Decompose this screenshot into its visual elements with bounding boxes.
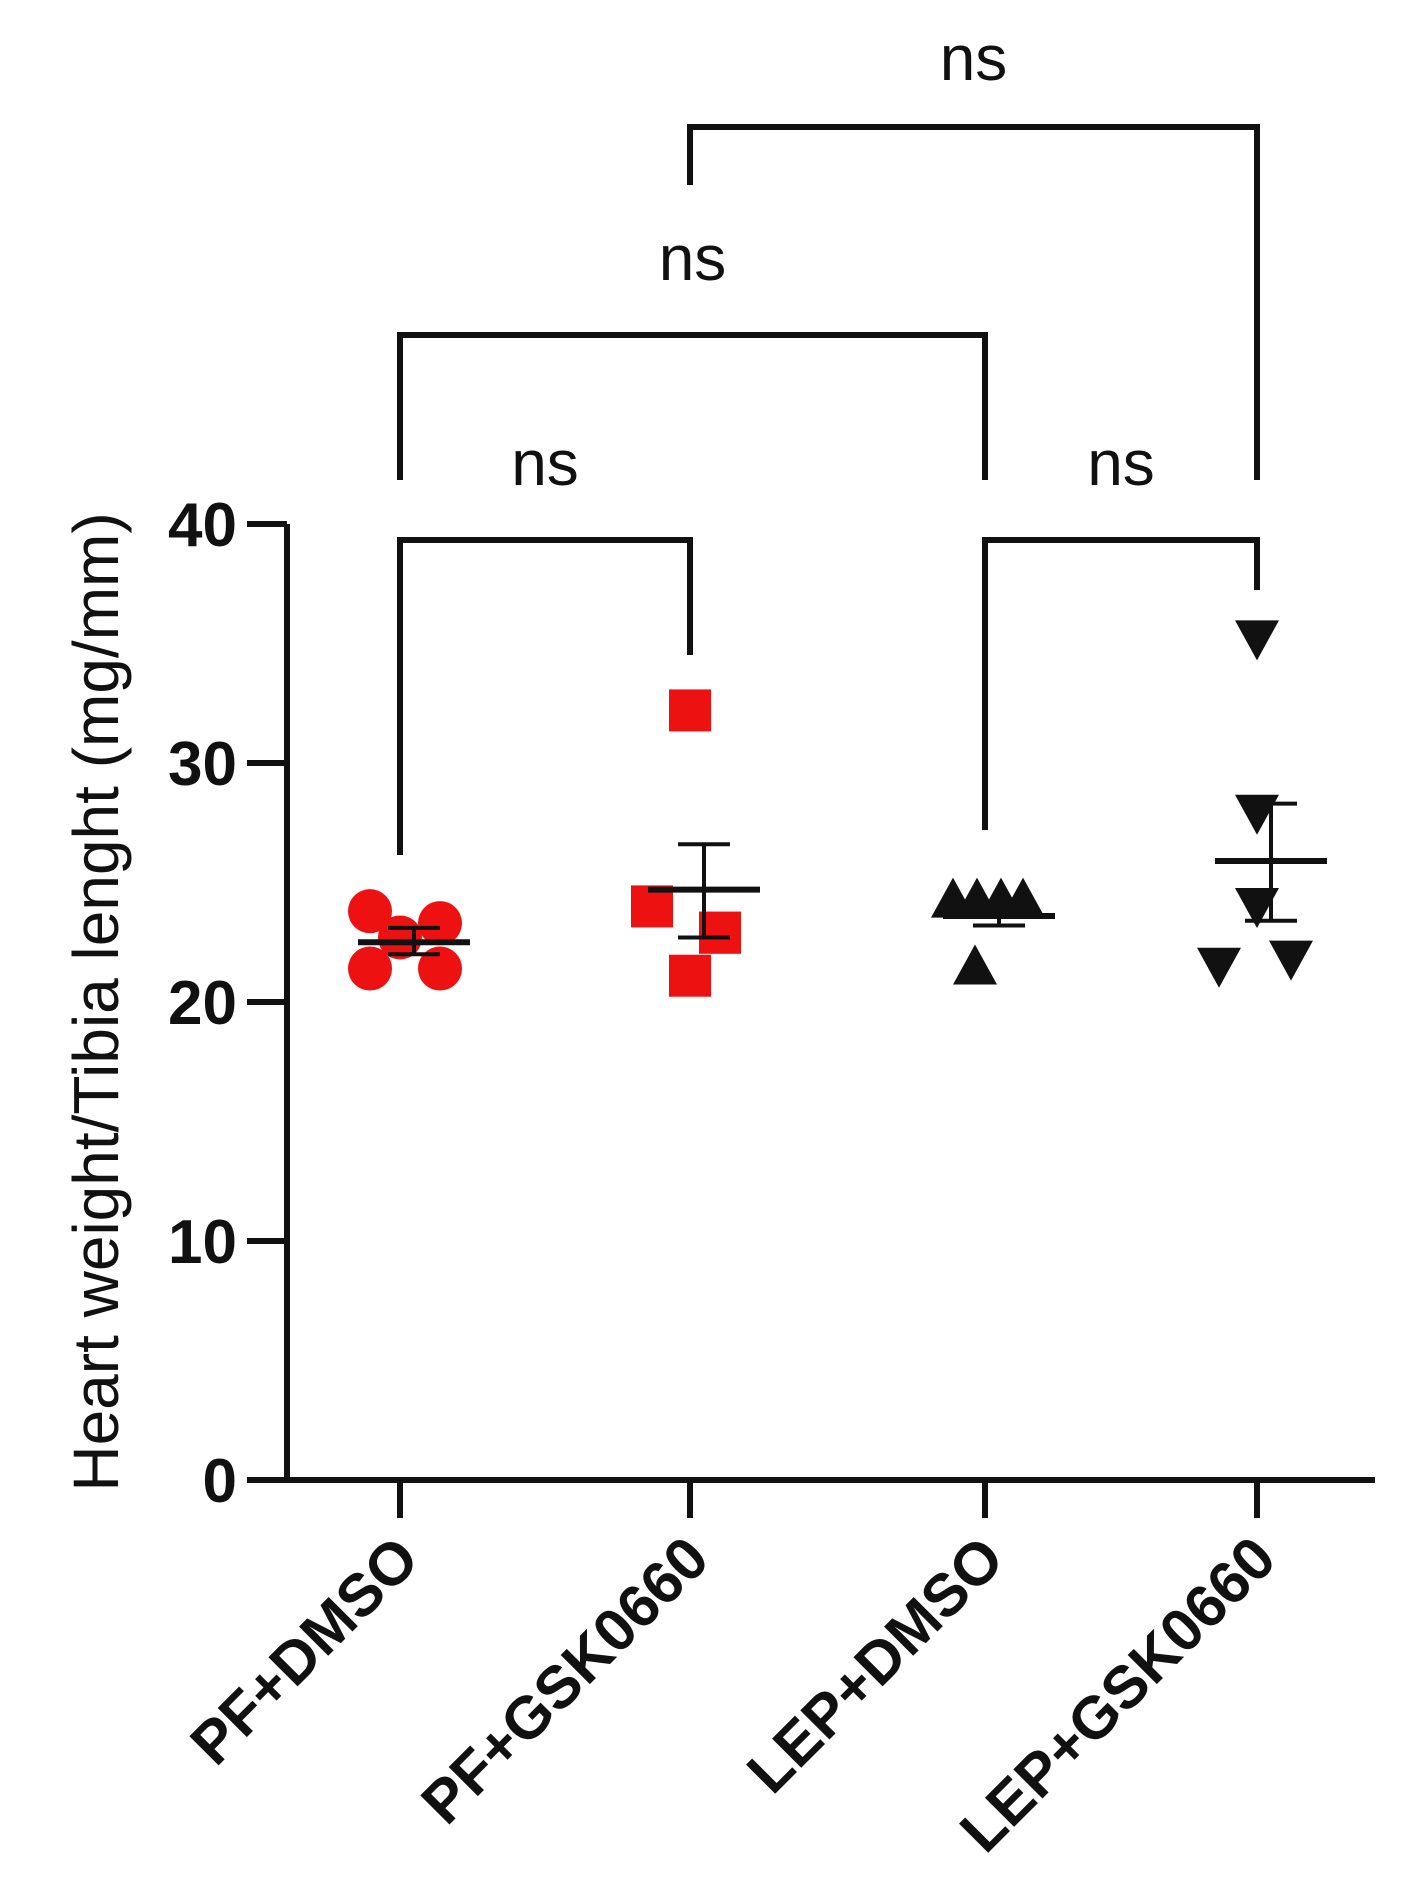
data-point (669, 689, 711, 732)
x-category-label: LEP+DMSO (734, 1524, 1016, 1806)
significance-brackets: ns ns ns ns (397, 22, 1260, 855)
y-tick-label: 20 (168, 969, 237, 1038)
data-point (1235, 620, 1279, 661)
data-point (669, 954, 711, 997)
data-point (418, 901, 462, 946)
y-tick-label: 40 (168, 491, 237, 560)
axes (284, 524, 1375, 1518)
y-axis-title: Heart weight/Tibia lenght (mg/mm) (60, 512, 132, 1491)
significance-label: ns (1087, 427, 1155, 499)
y-ticks: 0 10 20 30 40 (168, 491, 287, 1516)
x-category-label: PF+DMSO (178, 1524, 432, 1778)
data-point (1001, 877, 1045, 918)
comparison-bracket (397, 537, 693, 855)
data-points (348, 620, 1313, 997)
comparison-bracket (397, 332, 988, 480)
data-point (348, 889, 392, 934)
significance-label: ns (659, 222, 727, 294)
significance-label: ns (511, 427, 579, 499)
data-point (1235, 888, 1279, 929)
significance-label: ns (940, 22, 1008, 94)
data-point (348, 946, 392, 991)
x-category-label: PF+GSK0660 (408, 1524, 721, 1837)
data-point (1197, 947, 1241, 988)
data-point (953, 944, 997, 985)
comparison-bracket (687, 124, 1260, 480)
y-tick-label: 10 (168, 1208, 237, 1277)
y-tick-label: 30 (168, 730, 237, 799)
comparison-bracket (982, 537, 1260, 830)
data-point (418, 946, 462, 991)
mean-sem-bars (358, 801, 1327, 957)
data-point (1269, 940, 1313, 981)
y-tick-label: 0 (203, 1447, 237, 1516)
